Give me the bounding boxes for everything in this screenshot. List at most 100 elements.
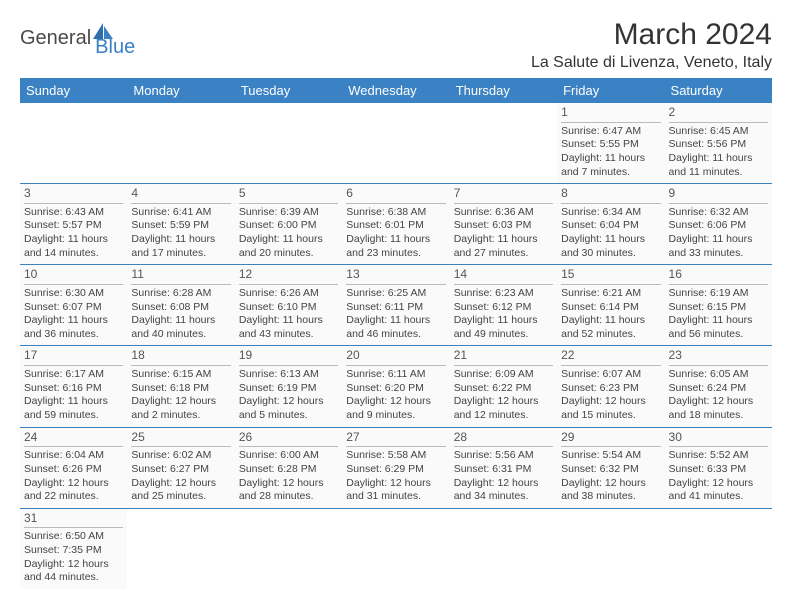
calendar-header-row: SundayMondayTuesdayWednesdayThursdayFrid…: [20, 78, 772, 103]
day-sunrise: Sunrise: 6:17 AM: [24, 368, 123, 382]
calendar-day-cell: 16Sunrise: 6:19 AMSunset: 6:15 PMDayligh…: [665, 265, 772, 346]
header: General Blue March 2024 La Salute di Liv…: [20, 18, 772, 72]
calendar-day-cell: 2Sunrise: 6:45 AMSunset: 5:56 PMDaylight…: [665, 103, 772, 184]
calendar-empty-cell: [20, 103, 127, 184]
day-number: 21: [454, 348, 553, 366]
day-sunset: Sunset: 7:35 PM: [24, 544, 123, 558]
day-sunrise: Sunrise: 6:26 AM: [239, 287, 338, 301]
calendar-day-cell: 26Sunrise: 6:00 AMSunset: 6:28 PMDayligh…: [235, 427, 342, 508]
day-number: 17: [24, 348, 123, 366]
day-sunset: Sunset: 6:04 PM: [561, 219, 660, 233]
calendar-day-cell: 18Sunrise: 6:15 AMSunset: 6:18 PMDayligh…: [127, 346, 234, 427]
day-sunrise: Sunrise: 6:28 AM: [131, 287, 230, 301]
day-sunset: Sunset: 6:32 PM: [561, 463, 660, 477]
day-daylight2: and 33 minutes.: [669, 247, 768, 261]
day-daylight1: Daylight: 11 hours: [346, 314, 445, 328]
calendar-week-row: 1Sunrise: 6:47 AMSunset: 5:55 PMDaylight…: [20, 103, 772, 184]
day-daylight1: Daylight: 12 hours: [24, 477, 123, 491]
calendar-day-cell: 31Sunrise: 6:50 AMSunset: 7:35 PMDayligh…: [20, 508, 127, 589]
day-daylight2: and 14 minutes.: [24, 247, 123, 261]
calendar-day-cell: 7Sunrise: 6:36 AMSunset: 6:03 PMDaylight…: [450, 184, 557, 265]
day-sunset: Sunset: 6:18 PM: [131, 382, 230, 396]
day-number: 12: [239, 267, 338, 285]
day-sunrise: Sunrise: 6:25 AM: [346, 287, 445, 301]
day-daylight2: and 28 minutes.: [239, 490, 338, 504]
calendar-day-cell: 30Sunrise: 5:52 AMSunset: 6:33 PMDayligh…: [665, 427, 772, 508]
day-sunrise: Sunrise: 5:58 AM: [346, 449, 445, 463]
calendar-day-cell: 29Sunrise: 5:54 AMSunset: 6:32 PMDayligh…: [557, 427, 664, 508]
day-sunrise: Sunrise: 6:34 AM: [561, 206, 660, 220]
day-daylight1: Daylight: 11 hours: [346, 233, 445, 247]
calendar-day-cell: 3Sunrise: 6:43 AMSunset: 5:57 PMDaylight…: [20, 184, 127, 265]
day-sunrise: Sunrise: 6:19 AM: [669, 287, 768, 301]
day-sunrise: Sunrise: 6:15 AM: [131, 368, 230, 382]
calendar-empty-cell: [342, 103, 449, 184]
logo: General Blue: [20, 18, 135, 59]
day-daylight1: Daylight: 12 hours: [346, 477, 445, 491]
month-title: March 2024: [531, 18, 772, 52]
day-daylight2: and 56 minutes.: [669, 328, 768, 342]
calendar-empty-cell: [235, 103, 342, 184]
calendar-week-row: 31Sunrise: 6:50 AMSunset: 7:35 PMDayligh…: [20, 508, 772, 589]
day-sunset: Sunset: 5:57 PM: [24, 219, 123, 233]
calendar-day-cell: 1Sunrise: 6:47 AMSunset: 5:55 PMDaylight…: [557, 103, 664, 184]
day-daylight2: and 15 minutes.: [561, 409, 660, 423]
day-sunset: Sunset: 6:29 PM: [346, 463, 445, 477]
day-daylight2: and 2 minutes.: [131, 409, 230, 423]
day-sunrise: Sunrise: 6:32 AM: [669, 206, 768, 220]
day-daylight1: Daylight: 11 hours: [454, 233, 553, 247]
day-sunrise: Sunrise: 6:41 AM: [131, 206, 230, 220]
weekday-header: Sunday: [20, 78, 127, 103]
day-sunrise: Sunrise: 6:02 AM: [131, 449, 230, 463]
day-sunrise: Sunrise: 6:13 AM: [239, 368, 338, 382]
day-daylight1: Daylight: 11 hours: [669, 152, 768, 166]
day-daylight1: Daylight: 12 hours: [454, 477, 553, 491]
title-block: March 2024 La Salute di Livenza, Veneto,…: [531, 18, 772, 72]
day-daylight2: and 59 minutes.: [24, 409, 123, 423]
day-sunset: Sunset: 6:12 PM: [454, 301, 553, 315]
day-number: 23: [669, 348, 768, 366]
day-daylight1: Daylight: 12 hours: [24, 558, 123, 572]
day-daylight2: and 36 minutes.: [24, 328, 123, 342]
logo-text-blue: Blue: [95, 36, 135, 59]
calendar-empty-cell: [665, 508, 772, 589]
calendar-empty-cell: [557, 508, 664, 589]
day-daylight1: Daylight: 12 hours: [561, 477, 660, 491]
day-daylight1: Daylight: 12 hours: [239, 477, 338, 491]
calendar-day-cell: 8Sunrise: 6:34 AMSunset: 6:04 PMDaylight…: [557, 184, 664, 265]
day-sunset: Sunset: 5:59 PM: [131, 219, 230, 233]
day-daylight1: Daylight: 12 hours: [669, 477, 768, 491]
day-sunset: Sunset: 6:11 PM: [346, 301, 445, 315]
calendar-day-cell: 23Sunrise: 6:05 AMSunset: 6:24 PMDayligh…: [665, 346, 772, 427]
day-sunset: Sunset: 6:15 PM: [669, 301, 768, 315]
day-daylight1: Daylight: 11 hours: [561, 314, 660, 328]
day-daylight1: Daylight: 12 hours: [131, 477, 230, 491]
day-daylight1: Daylight: 12 hours: [669, 395, 768, 409]
day-daylight2: and 23 minutes.: [346, 247, 445, 261]
day-sunset: Sunset: 6:20 PM: [346, 382, 445, 396]
day-daylight1: Daylight: 11 hours: [454, 314, 553, 328]
day-sunrise: Sunrise: 6:09 AM: [454, 368, 553, 382]
day-number: 11: [131, 267, 230, 285]
calendar-day-cell: 4Sunrise: 6:41 AMSunset: 5:59 PMDaylight…: [127, 184, 234, 265]
day-number: 30: [669, 430, 768, 448]
weekday-header: Saturday: [665, 78, 772, 103]
location: La Salute di Livenza, Veneto, Italy: [531, 54, 772, 72]
calendar-page: General Blue March 2024 La Salute di Liv…: [0, 0, 792, 607]
day-number: 22: [561, 348, 660, 366]
day-daylight1: Daylight: 12 hours: [239, 395, 338, 409]
calendar-week-row: 24Sunrise: 6:04 AMSunset: 6:26 PMDayligh…: [20, 427, 772, 508]
day-daylight1: Daylight: 11 hours: [669, 233, 768, 247]
day-number: 14: [454, 267, 553, 285]
day-number: 18: [131, 348, 230, 366]
day-sunrise: Sunrise: 6:30 AM: [24, 287, 123, 301]
day-number: 24: [24, 430, 123, 448]
weekday-header: Friday: [557, 78, 664, 103]
day-daylight1: Daylight: 11 hours: [669, 314, 768, 328]
day-sunset: Sunset: 6:19 PM: [239, 382, 338, 396]
day-sunset: Sunset: 6:01 PM: [346, 219, 445, 233]
day-sunset: Sunset: 6:06 PM: [669, 219, 768, 233]
calendar-day-cell: 28Sunrise: 5:56 AMSunset: 6:31 PMDayligh…: [450, 427, 557, 508]
day-sunset: Sunset: 6:33 PM: [669, 463, 768, 477]
day-sunrise: Sunrise: 6:04 AM: [24, 449, 123, 463]
